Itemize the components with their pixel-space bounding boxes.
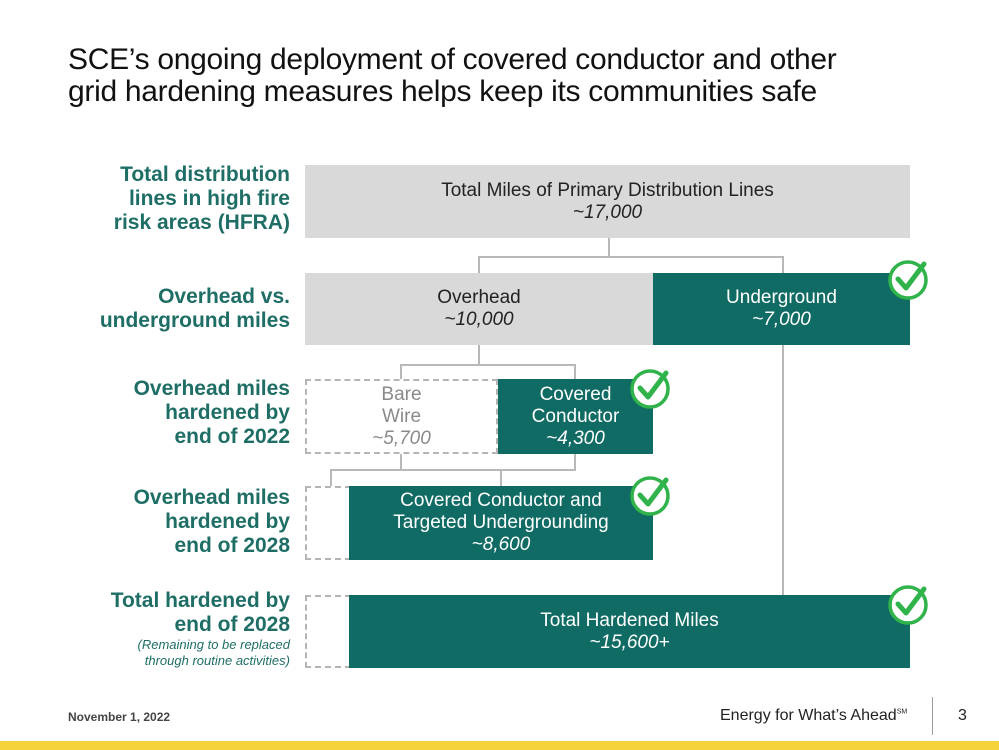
footer-date: November 1, 2022 [68,710,171,724]
connector [478,256,480,273]
row-label-note: (Remaining to be replaced [137,637,290,652]
box-label: Conductor [531,405,620,427]
row-label-total-hardened: Total hardened by end of 2028 (Remaining… [111,589,290,669]
row-label-line: end of 2022 [174,425,290,448]
connector [608,238,610,256]
row-label-line: hardened by [165,510,290,533]
tagline-text: Energy for What’s Ahead [720,707,897,724]
box-value: ~7,000 [752,309,811,330]
box-label: Total Miles of Primary Distribution Line… [441,179,774,201]
box-value: ~5,700 [372,427,431,449]
connector [478,345,480,365]
connector [782,256,784,273]
title-line-1: SCE’s ongoing deployment of covered cond… [68,43,837,76]
page-number: 3 [958,707,967,724]
remaining-routine-box [305,595,351,668]
check-circle-icon [888,260,928,300]
row-label-line: Total distribution [120,163,290,186]
connector [782,345,784,595]
row-label-line: underground miles [99,309,290,332]
connector [574,454,576,470]
title-line-2: grid hardening measures helps keep its c… [68,75,817,108]
covered-conductor-targeted-undergrounding-box: Covered Conductor and Targeted Undergrou… [349,486,653,560]
connector [500,469,502,486]
connector [400,454,402,470]
connector [400,364,576,366]
remaining-overhead-box [305,486,351,560]
bottom-accent-bar [0,741,999,750]
row-label-line: Overhead miles [133,486,290,509]
check-circle-icon [630,476,670,516]
box-value: ~10,000 [444,309,514,330]
box-value: ~17,000 [572,201,643,223]
row-label-line: end of 2028 [174,613,290,636]
box-label: Total Hardened Miles [540,609,719,631]
overhead-box: Overhead ~10,000 [305,273,653,345]
row-label-line: hardened by [165,401,290,424]
bare-wire-box: Bare Wire ~5,700 [305,379,498,454]
service-mark: SM [896,708,908,716]
connector [330,469,576,471]
box-value: ~8,600 [471,534,531,555]
row-label-total-hfra: Total distribution lines in high fire ri… [114,163,290,235]
row-label-hardened-2022: Overhead miles hardened by end of 2022 [134,377,290,449]
covered-conductor-box: Covered Conductor ~4,300 [498,379,653,454]
row-label-line: Overhead vs. [158,285,290,308]
check-circle-icon [888,585,928,625]
box-label: Bare [381,383,422,405]
footer-tagline: Energy for What’s AheadSM [720,707,907,725]
footer-divider [932,697,933,735]
check-circle-icon [630,369,670,409]
box-label: Underground [726,287,837,308]
box-label: Overhead [437,287,521,308]
box-value: ~4,300 [546,427,605,449]
page-title: SCE’s ongoing deployment of covered cond… [68,44,968,108]
connector [478,256,784,258]
underground-box: Underground ~7,000 [653,273,910,345]
box-label: Wire [381,405,422,427]
row-label-line: lines in high fire [128,187,290,210]
row-label-hardened-2028: Overhead miles hardened by end of 2028 [134,486,290,558]
box-value: ~15,600+ [589,631,670,653]
row-label-line: Overhead miles [133,377,290,400]
connector [574,364,576,379]
row-label-overhead-vs-underground: Overhead vs. underground miles [100,285,290,333]
total-hardened-box: Total Hardened Miles ~15,600+ [349,595,910,668]
box-label: Covered [539,383,612,405]
box-label: Covered Conductor and [400,490,602,511]
row-label-line: Total hardened by [110,589,290,612]
box-label: Targeted Undergrounding [393,512,609,533]
connector [330,469,332,486]
row-label-line: end of 2028 [174,534,290,557]
row-label-line: risk areas (HFRA) [113,211,290,234]
row-label-note: through routine activities) [144,653,290,668]
total-miles-box: Total Miles of Primary Distribution Line… [305,165,910,238]
connector [400,364,402,379]
